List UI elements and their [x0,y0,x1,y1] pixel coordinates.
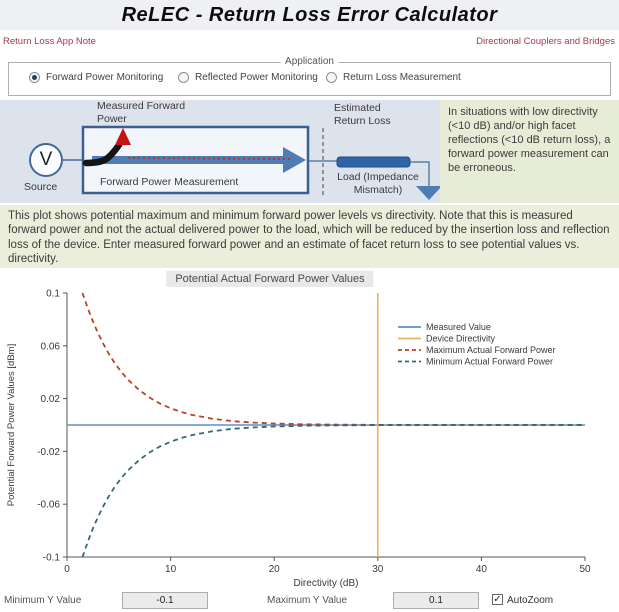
y-tick-label: 0.1 [46,289,60,300]
x-tick-label: 0 [64,564,70,575]
forward-power-chart: 0 10 20 30 40 50 0.1 0.06 0.02 -0.02 -0.06 -0.1 Dire… [6,289,591,589]
min-y-input[interactable] [122,592,208,609]
radio-label: Return Loss Measurement [343,72,461,83]
directivity-warning-note: In situations with low directivity (<10 … [440,100,619,203]
radio-return-loss-measurement[interactable]: Return Loss Measurement [326,72,461,83]
radio-dot-icon[interactable] [326,72,337,83]
radio-reflected-power-monitoring[interactable]: Reflected Power Monitoring [178,72,318,83]
plot-description: This plot shows potential maximum and mi… [0,205,619,268]
radio-dot-icon[interactable] [29,72,40,83]
legend-label: Minimum Actual Forward Power [426,357,553,367]
autozoom-label: AutoZoom [507,595,554,606]
load-wire [410,161,430,186]
application-groupbox: Application Forward Power Monitoring Ref… [8,56,611,96]
y-tick-label: 0.02 [41,394,61,405]
x-tick-label: 30 [372,564,384,575]
y-tick-label: -0.02 [37,447,60,458]
load-element [336,156,411,168]
measured-forward-power-label: Measured Forward Power [97,100,186,125]
forward-power-measurement-label: Forward Power Measurement [100,176,239,188]
coupled-port-line [82,141,123,167]
source-symbol: V [29,143,63,177]
radio-label: Reflected Power Monitoring [195,72,318,83]
load-label: Load (Impedance Mismatch) [337,171,419,196]
legend-label: Maximum Actual Forward Power [426,345,556,355]
radio-label: Forward Power Monitoring [46,72,164,83]
reflection-dotted-line [127,157,291,160]
radio-dot-icon[interactable] [178,72,189,83]
ground-termination-icon [416,186,442,200]
application-group-label: Application [280,56,339,67]
minimum-actual-forward-power-line [81,424,585,558]
x-tick-label: 10 [165,564,177,575]
x-tick-label: 40 [476,564,488,575]
source-label: Source [24,181,58,193]
chart-title: Potential Actual Forward Power Values [166,271,374,287]
y-tick-label: -0.1 [43,553,61,564]
legend-label: Measured Value [426,322,491,332]
min-y-label: Minimum Y Value [4,595,82,606]
max-y-input[interactable] [393,592,479,609]
autozoom-checkbox[interactable]: ✓ [492,594,503,605]
y-axis-title: Potential Forward Power Values [dBm] [6,344,17,506]
x-axis-title: Directivity (dB) [293,578,358,588]
y-tick-label: 0.06 [41,341,61,352]
measured-power-arrow-icon [115,128,131,145]
return-loss-app-note-link[interactable]: Return Loss App Note [3,36,96,47]
max-y-label: Maximum Y Value [267,595,348,606]
y-tick-label: -0.06 [37,500,60,511]
legend-label: Device Directivity [426,334,496,344]
radio-forward-power-monitoring[interactable]: Forward Power Monitoring [29,72,163,83]
estimated-return-loss-label: Estimated Return Loss [334,102,391,127]
app-title: ReLEC - Return Loss Error Calculator [0,0,619,30]
x-tick-label: 20 [269,564,281,575]
forward-power-arrow-body [92,156,285,164]
x-tick-label: 50 [579,564,591,575]
directional-couplers-link[interactable]: Directional Couplers and Bridges [476,36,615,47]
schematic-drawing [63,125,442,200]
forward-power-arrowhead-icon [283,147,306,173]
